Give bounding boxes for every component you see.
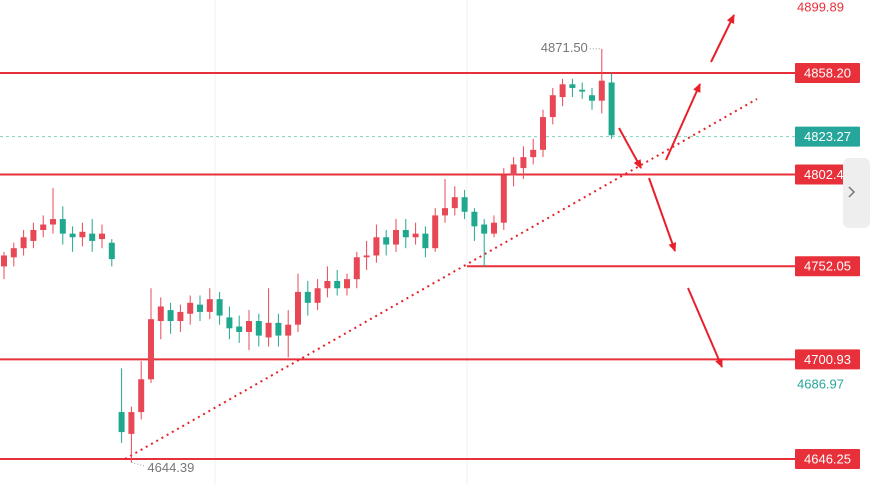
candle-body <box>167 310 174 322</box>
candle-body <box>471 211 478 227</box>
candle-body <box>422 233 429 249</box>
arrow <box>687 287 723 368</box>
chevron-icon[interactable] <box>848 186 856 198</box>
candle-body <box>393 229 399 245</box>
arrow <box>710 14 735 63</box>
candle-body <box>138 379 145 413</box>
candle-body <box>216 299 223 316</box>
candle-body <box>442 208 448 216</box>
candle-body <box>314 288 321 303</box>
candle-body <box>285 324 292 336</box>
candles <box>1 48 615 463</box>
candle-body <box>265 322 272 338</box>
price-label: 4802.45 <box>804 167 851 182</box>
candle-body <box>412 233 419 238</box>
price-label: 4686.97 <box>797 376 844 391</box>
price-label-bg <box>795 349 860 370</box>
candle-body <box>598 80 605 101</box>
scroll-button[interactable] <box>843 158 870 228</box>
candle-body <box>373 237 380 256</box>
candle-body <box>177 311 184 322</box>
candle-body <box>128 412 135 434</box>
candle-body <box>579 89 586 92</box>
annotation-leader <box>131 461 146 467</box>
candle-body <box>540 117 546 150</box>
candle-body <box>559 84 566 98</box>
arrow <box>648 177 677 252</box>
candle-body <box>402 229 409 238</box>
candle-body <box>40 224 47 230</box>
candle-body <box>148 319 154 380</box>
arrow <box>618 127 642 169</box>
price-label: 4823.27 <box>804 129 851 144</box>
candle-body <box>10 248 17 258</box>
candle-body <box>383 237 390 245</box>
candle-body <box>334 280 341 289</box>
candle-body <box>363 255 370 258</box>
candle-body <box>275 322 282 336</box>
candle-body <box>569 84 576 88</box>
candle-body <box>295 291 301 325</box>
candle-body <box>451 197 458 209</box>
candle-body <box>108 242 115 260</box>
candle-body <box>324 280 331 289</box>
price-label-bg <box>795 63 860 84</box>
price-label: 4646.25 <box>804 451 851 466</box>
candle-body <box>520 157 527 169</box>
arrows <box>618 14 735 368</box>
candle-body <box>304 291 311 303</box>
candle-body <box>89 233 96 241</box>
candle-body <box>197 304 203 312</box>
candle-body <box>510 164 517 176</box>
scroll-button-bg[interactable] <box>843 158 870 228</box>
candle-body <box>226 317 233 329</box>
price-label-bg <box>795 256 860 277</box>
candle-body <box>608 82 615 136</box>
candle-body <box>99 233 105 240</box>
candle-body <box>432 215 439 249</box>
candle-body <box>79 231 86 238</box>
price-label: 4899.89 <box>797 0 844 14</box>
price-label: 4700.93 <box>804 352 851 367</box>
high-annotation: 4871.50 <box>541 40 588 55</box>
candle-body <box>187 302 194 314</box>
candle-body <box>549 95 556 118</box>
candle-body <box>236 326 243 332</box>
price-label: 4858.20 <box>804 65 851 80</box>
price-label-bg <box>795 126 860 147</box>
price-label: 4752.05 <box>804 259 851 274</box>
levels <box>0 72 795 460</box>
candle-body <box>481 224 488 234</box>
candle-body <box>353 257 360 280</box>
candle-body <box>157 306 164 322</box>
candle-body <box>20 237 27 249</box>
candle-body <box>30 229 37 241</box>
candle-body <box>589 95 595 101</box>
candle-body <box>118 412 125 433</box>
candle-body <box>500 175 507 223</box>
candle-body <box>255 321 262 336</box>
arrow <box>665 83 701 161</box>
candle-body <box>461 197 468 212</box>
candle-body <box>206 299 213 312</box>
candle-body <box>530 149 537 158</box>
candle-body <box>344 279 350 289</box>
candle-body <box>491 222 497 234</box>
low-annotation: 4644.39 <box>147 460 194 475</box>
price-labels: 4899.89 4858.20 4823.27 4802.45 4752.05 4700.… <box>131 0 860 475</box>
price-label-bg <box>795 448 860 469</box>
candle-body <box>69 233 76 238</box>
candle-body <box>246 321 252 332</box>
candle-body <box>59 219 66 234</box>
trend-line <box>124 98 758 460</box>
candle-body <box>1 255 7 267</box>
candle-body <box>50 219 56 225</box>
